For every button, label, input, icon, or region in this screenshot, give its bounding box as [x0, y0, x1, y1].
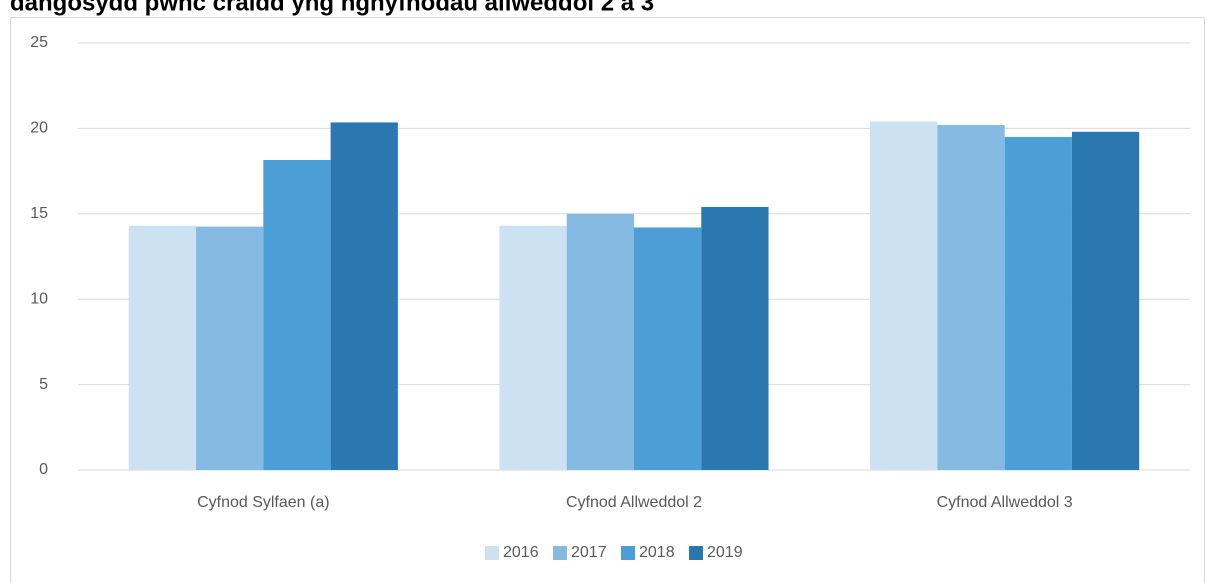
legend-label: 2017	[571, 544, 607, 561]
bar	[1071, 131, 1140, 471]
bar	[566, 213, 634, 471]
bar	[263, 159, 331, 471]
bar	[870, 121, 938, 471]
bar	[330, 122, 398, 470]
bar	[196, 226, 264, 470]
legend-label: 2019	[707, 544, 743, 561]
bar	[634, 227, 702, 470]
chart-title: dangosydd pwnc craidd yng nghyfnodau all…	[10, 0, 654, 16]
legend-swatch	[553, 546, 567, 560]
bar	[1004, 136, 1072, 470]
legend-swatch	[485, 546, 499, 560]
y-tick-label: 0	[39, 461, 48, 478]
legend-label: 2018	[639, 544, 675, 561]
y-tick-label: 5	[39, 376, 48, 393]
legend-label: 2016	[503, 544, 539, 561]
legend-swatch	[689, 546, 703, 560]
y-tick-label: 20	[30, 120, 48, 137]
bar	[128, 225, 197, 470]
bar	[701, 206, 769, 470]
legend-swatch	[621, 546, 635, 560]
y-tick-label: 25	[30, 34, 48, 51]
x-tick-label: Cyfnod Allweddol 2	[566, 494, 702, 511]
y-tick-label: 10	[30, 290, 48, 307]
bar	[937, 124, 1005, 470]
y-tick-label: 15	[30, 205, 48, 222]
x-tick-label: Cyfnod Allweddol 3	[937, 494, 1073, 511]
bar	[499, 225, 567, 470]
x-tick-label: Cyfnod Sylfaen (a)	[197, 494, 330, 511]
